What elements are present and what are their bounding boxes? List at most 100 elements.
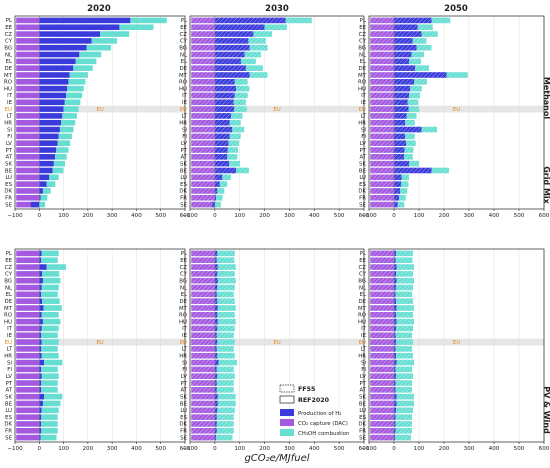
category-label: IE (182, 100, 188, 106)
bar-h2 (39, 31, 100, 37)
bar-combustion (63, 106, 79, 112)
bar-dac-hatch (191, 65, 215, 71)
row-title-methanol-grid-mix: Methanol (542, 77, 550, 119)
category-label: HU (4, 86, 12, 92)
bar-h2-hatch (394, 92, 409, 99)
bar-combustion-hatch (217, 312, 235, 318)
bar-h2-hatch (214, 387, 217, 393)
bar-combustion-hatch (228, 140, 239, 146)
category-label: LU (180, 175, 187, 181)
category-label: LT (181, 347, 187, 353)
category-label: SI (7, 127, 12, 133)
x-tick-label: −100 (361, 213, 377, 219)
bar-h2-hatch (394, 167, 432, 174)
bar-h2-hatch (214, 31, 254, 37)
category-label: FI (7, 134, 12, 140)
bar-h2-hatch (394, 154, 404, 160)
bar-h2-hatch (394, 133, 406, 140)
bar-combustion (41, 312, 59, 318)
category-label: EE (5, 258, 12, 264)
bar-h2-hatch (394, 291, 396, 298)
category-label: EE (180, 25, 187, 31)
bar-h2 (39, 298, 43, 304)
bar-h2 (39, 65, 74, 71)
bar-dac-hatch (191, 160, 215, 167)
bar-h2 (39, 434, 41, 441)
bar-combustion-hatch (421, 126, 437, 133)
eu-band (15, 338, 185, 346)
bar-dac (16, 427, 40, 434)
category-label: RO (179, 80, 187, 86)
bar-combustion-hatch (409, 58, 421, 65)
bar-dac-hatch (191, 414, 215, 420)
column-title-2030: 2030 (265, 4, 289, 14)
category-label: PL (6, 251, 12, 257)
bar-combustion-hatch (401, 174, 409, 181)
bar-dac-hatch (370, 79, 394, 85)
x-tick-label: 0 (392, 446, 396, 452)
bar-dac (16, 38, 40, 44)
eu-band-label: EU (453, 340, 460, 346)
bar-dac-hatch (191, 92, 215, 99)
bar-dac (16, 92, 40, 99)
bar-h2-hatch (394, 380, 396, 386)
bar-dac (16, 154, 40, 160)
bar-combustion (46, 181, 56, 187)
bar-combustion-hatch (285, 17, 312, 24)
panel-frame (14, 248, 186, 443)
bar-h2-hatch (394, 51, 412, 58)
bar-combustion-hatch (217, 188, 225, 194)
category-label: FR (180, 429, 187, 435)
legend-swatch-h2 (280, 409, 294, 416)
bar-dac-hatch (370, 250, 394, 257)
bar-h2-hatch (214, 147, 228, 153)
bar-dac-hatch (370, 72, 394, 78)
bar-dac (16, 277, 40, 284)
bar-dac (16, 352, 40, 359)
bar-h2 (39, 277, 43, 284)
bar-combustion (41, 352, 59, 359)
bar-combustion (119, 24, 154, 31)
category-label: CZ (359, 32, 367, 38)
bar-dac-hatch (191, 332, 215, 339)
bar-dac (16, 44, 40, 51)
category-label: FI (182, 134, 187, 140)
bar-h2-hatch (394, 421, 396, 427)
bar-h2-hatch (214, 113, 232, 119)
category-label: HR (4, 121, 12, 127)
category-label: HR (4, 354, 12, 360)
bar-h2-hatch (394, 312, 396, 318)
bar-dac-hatch (370, 160, 394, 167)
category-label: LT (360, 114, 366, 120)
category-label: LV (181, 141, 187, 147)
bar-combustion (52, 167, 64, 174)
bar-h2 (39, 264, 47, 270)
bar-h2-hatch (394, 181, 401, 187)
bar-combustion-hatch (396, 250, 413, 257)
bar-h2-hatch (394, 414, 396, 420)
bar-combustion-hatch (216, 427, 234, 434)
bar-combustion (79, 51, 102, 58)
bar-h2-hatch (212, 201, 215, 208)
bar-h2 (39, 79, 69, 85)
x-tick-label: −100 (361, 446, 377, 452)
bar-h2-hatch (394, 79, 414, 85)
category-label: DK (179, 422, 187, 428)
bar-h2 (39, 346, 42, 352)
x-tick-label: 300 (464, 446, 475, 452)
bar-combustion-hatch (216, 332, 234, 339)
bar-combustion-hatch (216, 366, 234, 373)
bar-dac-hatch (191, 72, 215, 78)
bar-combustion (69, 72, 88, 78)
bar-combustion-hatch (396, 312, 413, 318)
bar-dac-hatch (370, 85, 394, 92)
category-label: PT (359, 381, 366, 387)
bar-combustion (41, 414, 58, 420)
bar-combustion-hatch (416, 44, 432, 51)
category-label: LT (360, 347, 366, 353)
bar-combustion-hatch (409, 92, 420, 99)
bar-combustion (41, 346, 58, 352)
bar-dac (16, 126, 40, 133)
category-label: LV (6, 374, 12, 380)
bar-combustion-hatch (229, 133, 241, 140)
